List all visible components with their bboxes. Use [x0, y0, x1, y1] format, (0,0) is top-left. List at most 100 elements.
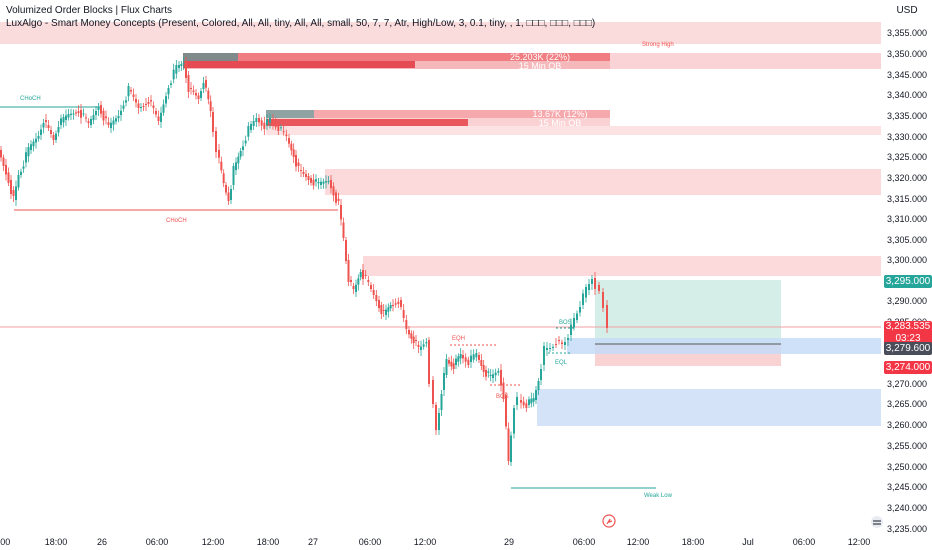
candle-body	[428, 340, 430, 384]
candle-body	[290, 143, 293, 151]
candle-body	[362, 270, 364, 279]
chart-title[interactable]: Volumized Order Blocks | Flux Charts	[6, 5, 172, 16]
candle-body	[485, 370, 487, 377]
candle-body	[497, 371, 500, 373]
candle-body	[420, 346, 422, 350]
candle-body	[579, 307, 581, 313]
candle-body	[467, 359, 470, 365]
time-axis[interactable]: :00 18:00 26 06:00 12:00 18:00 27 06:00 12:00 29 0…	[0, 532, 881, 550]
candle-body	[282, 131, 285, 133]
ob1-bear-bar	[183, 61, 415, 68]
candle-body	[382, 310, 385, 311]
candle-body	[25, 152, 27, 163]
price-tick-label: 3,300.000	[887, 255, 927, 265]
replay-icon[interactable]	[602, 514, 616, 528]
candle-body	[422, 344, 425, 347]
candle-body	[137, 103, 140, 108]
candle-body	[117, 116, 120, 119]
candle-body	[494, 372, 497, 376]
ob2-bear-bar	[266, 119, 468, 126]
price-tick-label: 3,320.000	[887, 173, 927, 183]
candle-body	[120, 110, 122, 115]
candle-body	[394, 303, 397, 305]
demand-zone-1	[567, 338, 881, 354]
candle-body	[12, 190, 15, 196]
candle-body	[227, 192, 230, 201]
candle-body	[155, 111, 157, 115]
price-tick-label: 3,235.000	[887, 524, 927, 534]
time-axis-background	[0, 532, 881, 550]
candle-body	[185, 62, 187, 78]
annotations: Strong High CHoCH CHoCH 25.203K (22%) 15…	[20, 42, 674, 499]
candle-body	[102, 110, 105, 121]
candle-body	[435, 405, 437, 430]
candle-body	[277, 125, 280, 131]
candle-body	[127, 86, 130, 97]
candle-body	[345, 240, 347, 261]
candle-body	[252, 121, 255, 126]
candle-body	[115, 118, 117, 122]
candle-body	[288, 138, 290, 144]
candle-body	[167, 88, 170, 95]
candle-body	[312, 179, 315, 186]
candle-body	[92, 115, 95, 120]
time-tick-label: 06:00	[146, 537, 169, 547]
bos-label-1: BOS	[496, 394, 509, 400]
candle-body	[77, 111, 80, 113]
price-tick-label: 3,340.000	[887, 90, 927, 100]
choch-label-2: CHoCH	[166, 218, 187, 224]
candle-body	[464, 357, 467, 362]
candle-body	[250, 124, 252, 130]
candle-body	[82, 113, 85, 115]
candle-body	[448, 360, 450, 364]
candle-body	[576, 313, 578, 320]
strong-high-zone	[0, 22, 881, 44]
candle-body	[389, 305, 392, 309]
candle-body	[530, 398, 533, 404]
candle-body	[549, 348, 551, 349]
last-price-value: 3,283.535	[885, 321, 931, 332]
candle-body	[350, 280, 352, 282]
candle-body	[157, 116, 160, 121]
time-tick-label: 06:00	[793, 537, 816, 547]
candle-body	[90, 119, 92, 125]
candle-body	[30, 144, 32, 150]
candle-body	[130, 90, 132, 92]
candle-body	[432, 380, 434, 404]
time-tick-label: 06:00	[573, 537, 596, 547]
candle-body	[272, 120, 274, 124]
tradingview-logo-icon[interactable]	[871, 516, 883, 528]
candle-body	[280, 127, 282, 129]
candle-body	[402, 310, 405, 318]
candle-body	[2, 157, 5, 166]
candle-body	[325, 181, 327, 183]
candle-body	[247, 126, 250, 137]
candle-body	[285, 134, 288, 136]
candle-body	[195, 93, 197, 96]
candle-body	[347, 260, 350, 282]
candle-body	[472, 354, 475, 360]
indicator-legend[interactable]: LuxAlgo - Smart Money Concepts (Present,…	[6, 18, 596, 29]
candle-body	[125, 100, 127, 103]
candle-body	[27, 147, 30, 157]
time-tick-label: 12:00	[202, 537, 225, 547]
candle-body	[152, 105, 155, 108]
candle-body	[105, 116, 107, 119]
candle-body	[330, 180, 332, 189]
candle-body	[317, 182, 320, 184]
candle-body	[297, 162, 300, 166]
candle-body	[567, 338, 569, 340]
candle-body	[72, 113, 75, 115]
candle-body	[591, 279, 593, 284]
candle-body	[47, 125, 50, 128]
price-tick-label: 3,305.000	[887, 235, 927, 245]
candle-body	[320, 181, 322, 185]
candle-body	[443, 373, 445, 390]
candle-body	[258, 118, 260, 123]
candle-body	[478, 355, 480, 360]
price-tick-label: 3,255.000	[887, 441, 927, 451]
bar-countdown: 03:23	[895, 333, 921, 344]
ob2-volume-bar	[314, 110, 610, 118]
currency-label[interactable]: USD	[896, 5, 918, 16]
